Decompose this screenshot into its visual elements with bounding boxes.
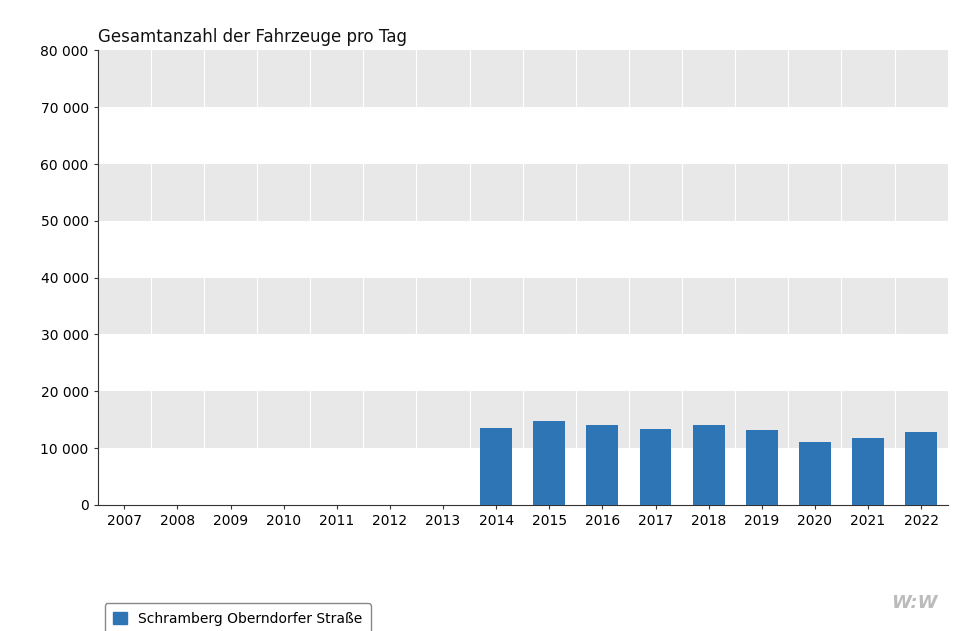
Bar — [98, 164, 948, 221]
Legend: Schramberg Oberndorfer Straße: Schramberg Oberndorfer Straße — [105, 603, 370, 631]
Bar — [98, 391, 948, 448]
Text: Gesamtanzahl der Fahrzeuge pro Tag: Gesamtanzahl der Fahrzeuge pro Tag — [98, 28, 406, 46]
Text: W:W: W:W — [891, 594, 938, 612]
Bar — [586, 425, 618, 505]
Bar — [481, 428, 512, 505]
Bar — [745, 430, 778, 505]
Bar — [640, 428, 671, 505]
Bar — [533, 422, 565, 505]
Bar — [799, 442, 830, 505]
Bar — [98, 50, 948, 107]
Bar — [693, 425, 725, 505]
Bar — [905, 432, 937, 505]
Bar — [852, 439, 884, 505]
Bar — [98, 278, 948, 334]
